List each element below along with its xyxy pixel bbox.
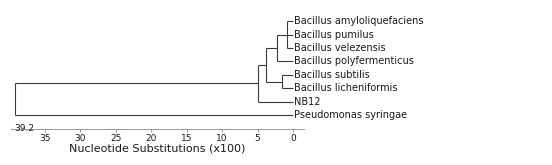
Text: Bacillus subtilis: Bacillus subtilis	[294, 70, 370, 80]
Text: Bacillus licheniformis: Bacillus licheniformis	[294, 83, 398, 93]
Text: NB12: NB12	[294, 97, 321, 107]
Text: Pseudomonas syringae: Pseudomonas syringae	[294, 110, 407, 120]
X-axis label: Nucleotide Substitutions (x100): Nucleotide Substitutions (x100)	[69, 144, 246, 154]
Text: 39.2: 39.2	[14, 124, 34, 133]
Text: Bacillus velezensis: Bacillus velezensis	[294, 43, 386, 53]
Text: Bacillus pumilus: Bacillus pumilus	[294, 30, 374, 40]
Text: Bacillus polyfermenticus: Bacillus polyfermenticus	[294, 56, 414, 66]
Text: Bacillus amyloliquefaciens: Bacillus amyloliquefaciens	[294, 16, 424, 26]
